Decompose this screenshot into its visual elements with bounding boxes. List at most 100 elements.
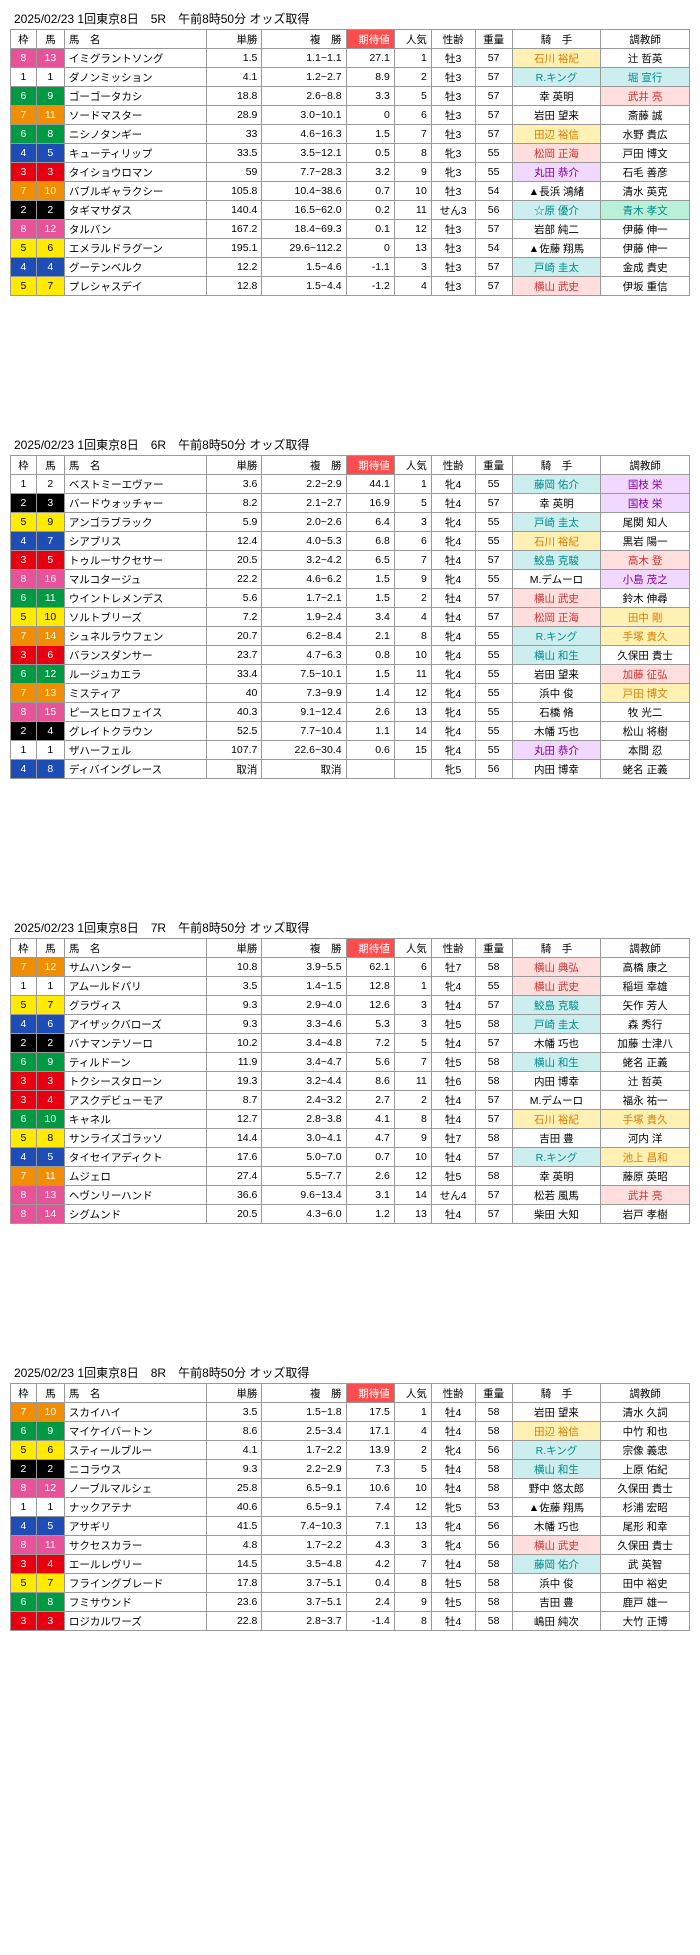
column-header: 調教師 — [601, 456, 690, 475]
tansho: 取消 — [207, 760, 262, 779]
table-row: 56スティールブルー4.11.7~2.213.92牝456R.キング宗像 義忠 — [11, 1441, 690, 1460]
trainer: 加藤 征弘 — [601, 665, 690, 684]
uma-cell: 3 — [36, 494, 64, 513]
weight: 53 — [475, 1498, 512, 1517]
kitaichi: -1.1 — [346, 258, 394, 277]
column-header: 馬 名 — [64, 30, 207, 49]
jockey: 藤岡 佑介 — [512, 1555, 601, 1574]
weight: 57 — [475, 277, 512, 296]
waku-cell: 3 — [11, 1555, 37, 1574]
table-row: 46アイザックバローズ9.33.3~4.65.33牡558戸崎 圭太森 秀行 — [11, 1015, 690, 1034]
table-row: 811サクセスカラー4.81.7~2.24.33牝456横山 武史久保田 貴士 — [11, 1536, 690, 1555]
seirei: 牡4 — [431, 551, 475, 570]
uma-cell: 12 — [36, 665, 64, 684]
horse-name: アスクデビューモア — [64, 1091, 207, 1110]
jockey: R.キング — [512, 1441, 601, 1460]
tansho: 8.2 — [207, 494, 262, 513]
horse-name: ノーブルマルシェ — [64, 1479, 207, 1498]
table-row: 711ムジェロ27.45.5~7.72.612牡558幸 英明藤原 英昭 — [11, 1167, 690, 1186]
tansho: 23.7 — [207, 646, 262, 665]
waku-cell: 6 — [11, 665, 37, 684]
waku-cell: 4 — [11, 258, 37, 277]
seirei: 牡6 — [431, 1072, 475, 1091]
fukusho: 3.7~5.1 — [262, 1593, 346, 1612]
jockey: 丸田 恭介 — [512, 741, 601, 760]
kitaichi: 7.4 — [346, 1498, 394, 1517]
table-row: 57フライングブレード17.83.7~5.10.48牡558浜中 俊田中 裕史 — [11, 1574, 690, 1593]
ninki: 13 — [394, 1517, 431, 1536]
tansho: 33.5 — [207, 144, 262, 163]
fukusho: 2.2~2.9 — [262, 1460, 346, 1479]
trainer: 矢作 芳人 — [601, 996, 690, 1015]
table-row: 24グレイトクラウン52.57.7~10.41.114牝455木幡 巧也松山 将… — [11, 722, 690, 741]
seirei: 牡4 — [431, 608, 475, 627]
weight: 57 — [475, 87, 512, 106]
weight: 58 — [475, 1129, 512, 1148]
weight: 55 — [475, 144, 512, 163]
fukusho: 4.6~16.3 — [262, 125, 346, 144]
uma-cell: 12 — [36, 220, 64, 239]
seirei: 牝4 — [431, 570, 475, 589]
jockey: 石川 裕紀 — [512, 532, 601, 551]
fukusho: 7.4~10.3 — [262, 1517, 346, 1536]
uma-cell: 9 — [36, 1422, 64, 1441]
ninki: 3 — [394, 513, 431, 532]
uma-cell: 5 — [36, 1517, 64, 1536]
kitaichi: 1.5 — [346, 125, 394, 144]
column-header: 性齢 — [431, 1384, 475, 1403]
tansho: 19.3 — [207, 1072, 262, 1091]
horse-name: タギマサダス — [64, 201, 207, 220]
horse-name: ダノンミッション — [64, 68, 207, 87]
fukusho: 1.5~4.6 — [262, 258, 346, 277]
horse-name: ティルドーン — [64, 1053, 207, 1072]
column-header: 人気 — [394, 1384, 431, 1403]
seirei: 牝3 — [431, 163, 475, 182]
table-row: 48ディバイングレース取消取消牝556内田 博幸蛯名 正義 — [11, 760, 690, 779]
horse-name: ピースヒロフェイス — [64, 703, 207, 722]
jockey: 浜中 俊 — [512, 684, 601, 703]
uma-cell: 3 — [36, 1072, 64, 1091]
table-row: 68ニシノタンギー334.6~16.31.57牡357田辺 裕信水野 貴広 — [11, 125, 690, 144]
kitaichi: 0.5 — [346, 144, 394, 163]
horse-name: グーテンベルク — [64, 258, 207, 277]
ninki: 8 — [394, 1612, 431, 1631]
column-header: 性齢 — [431, 939, 475, 958]
table-row: 713ミスティア407.3~9.91.412牝455浜中 俊戸田 博文 — [11, 684, 690, 703]
seirei: 牡4 — [431, 1205, 475, 1224]
horse-name: ザハーフェル — [64, 741, 207, 760]
uma-cell: 2 — [36, 475, 64, 494]
weight: 57 — [475, 220, 512, 239]
uma-cell: 3 — [36, 1612, 64, 1631]
trainer: 武井 亮 — [601, 1186, 690, 1205]
fukusho: 2.8~3.7 — [262, 1612, 346, 1631]
seirei: 牝5 — [431, 1498, 475, 1517]
race-title: 2025/02/23 1回東京8日 6R 午前8時50分 オッズ取得 — [10, 436, 690, 453]
waku-cell: 7 — [11, 1403, 37, 1422]
odds-table: 枠馬馬 名単勝複 勝期待値人気性齢重量騎 手調教師813イミグラントソング1.5… — [10, 29, 690, 296]
tansho: 22.2 — [207, 570, 262, 589]
uma-cell: 2 — [36, 201, 64, 220]
tansho: 3.5 — [207, 1403, 262, 1422]
trainer: 松山 将樹 — [601, 722, 690, 741]
ninki: 14 — [394, 1186, 431, 1205]
trainer: 国枝 栄 — [601, 494, 690, 513]
table-row: 58サンライズゴラッソ14.43.0~4.14.79牡758吉田 豊河内 洋 — [11, 1129, 690, 1148]
trainer: 加藤 士津八 — [601, 1034, 690, 1053]
horse-name: タイショウロマン — [64, 163, 207, 182]
race-block: 2025/02/23 1回東京8日 6R 午前8時50分 オッズ取得枠馬馬 名単… — [10, 436, 690, 779]
fukusho: 3.4~4.8 — [262, 1034, 346, 1053]
uma-cell: 1 — [36, 741, 64, 760]
ninki: 1 — [394, 977, 431, 996]
table-row: 33タイショウロマン597.7~28.33.29牝355丸田 恭介石毛 善彦 — [11, 163, 690, 182]
table-row: 714シュネルラウフェン20.76.2~8.42.18牝455R.キング手塚 貴… — [11, 627, 690, 646]
uma-cell: 1 — [36, 68, 64, 87]
trainer: 大竹 正博 — [601, 1612, 690, 1631]
tansho: 25.8 — [207, 1479, 262, 1498]
column-header: 期待値 — [346, 1384, 394, 1403]
trainer: 手塚 貴久 — [601, 627, 690, 646]
fukusho: 1.2~2.7 — [262, 68, 346, 87]
uma-cell: 10 — [36, 182, 64, 201]
jockey: 丸田 恭介 — [512, 163, 601, 182]
seirei: 牝5 — [431, 760, 475, 779]
fukusho: 1.1~1.1 — [262, 49, 346, 68]
